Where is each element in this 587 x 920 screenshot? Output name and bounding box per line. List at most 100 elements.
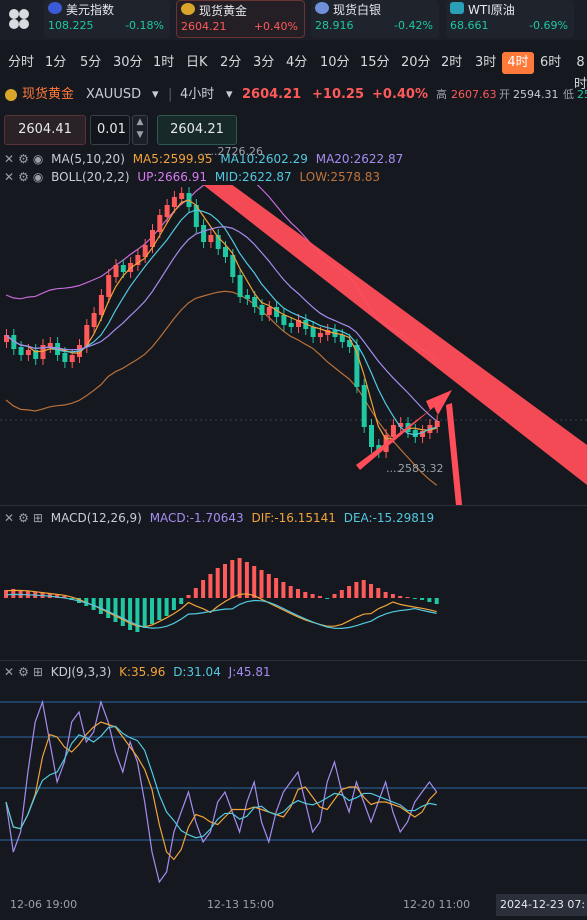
candle-body (361, 385, 367, 427)
arrow-down-long (203, 185, 587, 485)
symbol-name[interactable]: 现货黄金 (22, 87, 75, 102)
close-icon[interactable]: ✕ (4, 511, 15, 525)
ticker-name: WTI原油 (468, 3, 515, 17)
interval-select[interactable]: 4小时 (180, 87, 215, 102)
tab-period[interactable]: 8时 (574, 55, 587, 92)
tab-period[interactable]: 20分 (401, 55, 431, 70)
candle-body (33, 350, 39, 359)
tab-period[interactable]: 2分 (220, 55, 242, 70)
candle-body (179, 193, 185, 199)
tab-period[interactable]: 30分 (113, 55, 143, 70)
low-mark: 2583.32 (398, 462, 444, 475)
candle-body (215, 235, 221, 249)
macd-bar (339, 590, 344, 598)
low-mark-dots: .... (386, 462, 400, 475)
open-label: 开 (499, 88, 510, 101)
d-line (5, 725, 437, 839)
plus-box-icon[interactable]: ⊞ (32, 511, 43, 525)
tab-period[interactable]: 2时 (441, 55, 463, 70)
ticker-silver[interactable]: 现货白银 28.916 -0.42% (311, 0, 439, 38)
symbol-change: +10.25 (312, 87, 365, 102)
close-icon[interactable]: ✕ (4, 665, 15, 679)
ticker-usd-index[interactable]: 美元指数 108.225 -0.18% (44, 0, 170, 38)
macd-bar (120, 598, 125, 626)
tab-period[interactable]: 1时 (153, 55, 175, 70)
ticker-price: 2604.21 (181, 20, 227, 33)
candle-body (266, 307, 272, 315)
macd-bar (150, 598, 154, 624)
lot-size-input[interactable]: 0.01 (90, 115, 130, 145)
high-price-mark: .....2726.26 (200, 145, 263, 158)
ticker-name: 现货白银 (333, 3, 382, 17)
chevron-down-icon[interactable]: ▾ (226, 87, 233, 102)
kdj-legend: ✕ ⚙ ⊞ KDJ(9,3,3) K:35.96 D:31.04 J:45.81 (4, 664, 271, 680)
tab-period[interactable]: 3时 (475, 55, 497, 70)
chevron-down-icon[interactable]: ▾ (152, 87, 159, 102)
tab-period[interactable]: 4分 (286, 55, 308, 70)
macd-bar (11, 589, 16, 598)
gear-icon[interactable]: ⚙ (18, 152, 29, 166)
tab-period[interactable]: 6时 (540, 55, 562, 70)
tab-period[interactable]: 5分 (80, 55, 102, 70)
macd-bar (98, 598, 103, 614)
ticker-bar: 美元指数 108.225 -0.18% 现货黄金 2604.21 +0.40% … (0, 0, 587, 40)
candle-body (339, 335, 345, 342)
macd-bar (223, 564, 227, 598)
close-icon[interactable]: ✕ (4, 152, 15, 166)
ticker-wti[interactable]: WTI原油 68.661 -0.69% (446, 0, 574, 38)
symbol-price: 2604.21 (242, 87, 302, 102)
j-line (5, 699, 438, 884)
candle-body (84, 325, 90, 347)
macd-chart[interactable] (0, 528, 587, 658)
candle-body (281, 315, 287, 325)
macd-bar (215, 568, 220, 598)
ticker-change: +0.40% (253, 20, 298, 33)
ma-legend: ✕ ⚙ ◉ MA(5,10,20) MA5:2599.95 MA10:2602.29… (4, 151, 403, 167)
macd-bar (310, 594, 315, 598)
eye-icon[interactable]: ◉ (32, 152, 44, 166)
ticker-price: 108.225 (48, 19, 94, 32)
tab-period[interactable]: 15分 (360, 55, 390, 70)
ticker-gold[interactable]: 现货黄金 2604.21 +0.40% (176, 0, 305, 38)
lot-stepper[interactable]: ▲ ▼ (132, 115, 148, 145)
candle-body (398, 423, 404, 427)
ticker-price: 68.661 (450, 19, 489, 32)
tab-period[interactable]: 1分 (45, 55, 67, 70)
sell-price-button[interactable]: 2604.41 (4, 115, 86, 145)
eye-icon[interactable]: ◉ (32, 170, 44, 184)
candle-body (296, 320, 301, 327)
macd-bar (128, 598, 133, 630)
tab-period[interactable]: 4时 (502, 52, 534, 74)
boll-up-value: UP:2666.91 (137, 170, 208, 184)
close-icon[interactable]: ✕ (4, 170, 15, 184)
candle-body (120, 265, 126, 272)
app-logo-icon[interactable] (0, 0, 38, 38)
kdj-chart[interactable] (0, 682, 587, 892)
symbol-header: 现货黄金 XAUUSD ▾ | 4小时 ▾ 2604.21 +10.25 +0.… (0, 84, 587, 106)
tab-period[interactable]: 3分 (253, 55, 275, 70)
low-label: 低 (563, 88, 574, 101)
gear-icon[interactable]: ⚙ (18, 511, 29, 525)
tab-period[interactable]: 分时 (8, 55, 35, 70)
macd-bar (288, 586, 293, 598)
tab-period[interactable]: 10分 (320, 55, 350, 70)
plus-box-icon[interactable]: ⊞ (32, 665, 43, 679)
k-value: K:35.96 (119, 665, 166, 679)
macd-bar (347, 586, 352, 598)
gear-icon[interactable]: ⚙ (18, 170, 29, 184)
symbol-code: XAUUSD (86, 87, 142, 102)
macd-bar (281, 582, 286, 598)
candle-body (288, 323, 294, 327)
macd-bar (91, 598, 96, 610)
macd-bar (208, 574, 213, 598)
candle-body (354, 345, 360, 387)
low-value: 25 (577, 88, 587, 101)
ticker-name: 美元指数 (66, 3, 115, 17)
x-axis-label: 12-13 15:00 (207, 898, 275, 911)
gear-icon[interactable]: ⚙ (18, 665, 29, 679)
tab-period[interactable]: 日K (186, 55, 208, 70)
price-chart[interactable]: 2726.26 .... 2583.32 (0, 185, 587, 505)
buy-price-button[interactable]: 2604.21 (157, 115, 237, 145)
candle-body (420, 431, 426, 437)
macd-bar (383, 592, 388, 598)
